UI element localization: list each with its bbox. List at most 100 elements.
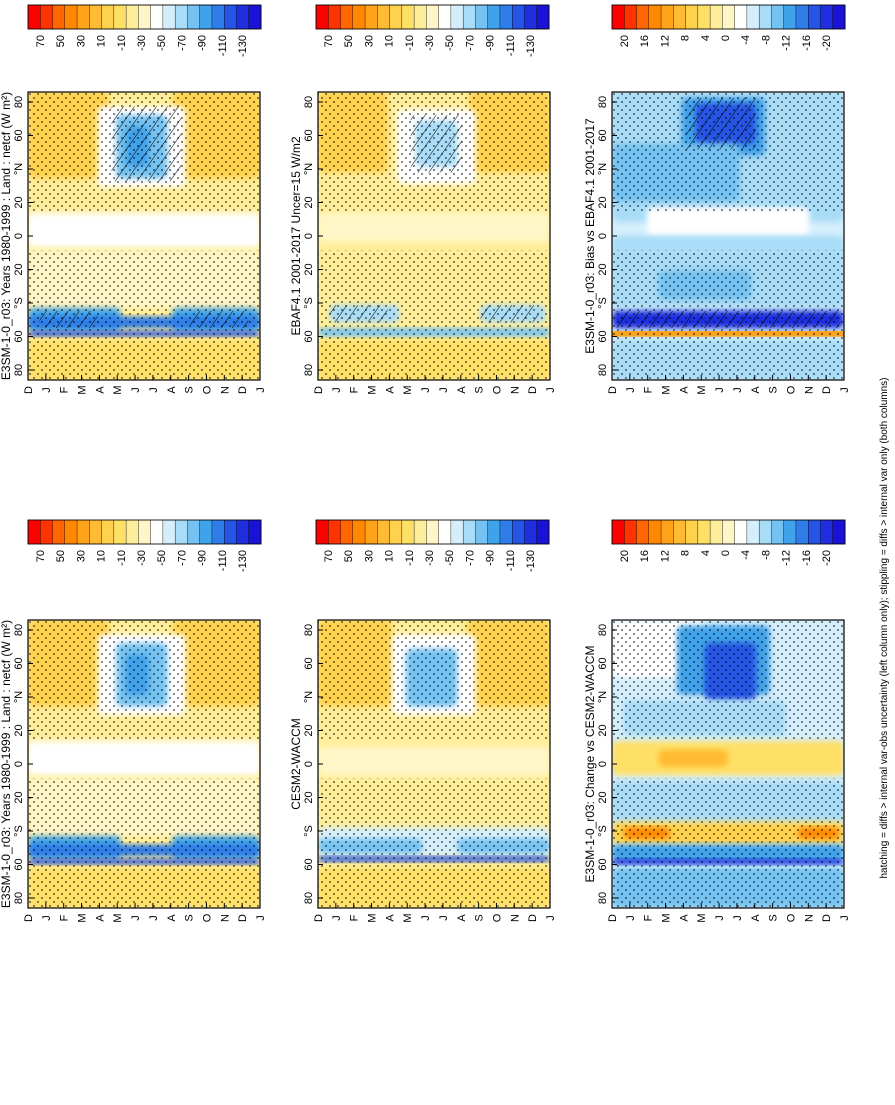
colorbar-swatch xyxy=(636,4,650,30)
colorbar-swatch xyxy=(648,519,662,545)
colorbar: 20 16 12 8 4 0 -4 -8 -12 -16 -20 xyxy=(611,519,846,566)
month-label: A xyxy=(456,914,468,922)
colorbar-swatch xyxy=(611,519,625,545)
colorbar-swatch xyxy=(487,519,501,545)
lat-label: 80 xyxy=(13,892,25,904)
month-label: D xyxy=(607,386,619,394)
month-label: M xyxy=(696,385,708,394)
month-label: D xyxy=(313,914,325,922)
month-label: J xyxy=(255,387,267,393)
colorbar-swatch xyxy=(224,4,237,30)
colorbar-swatch xyxy=(352,519,366,545)
month-label: M xyxy=(402,913,414,922)
colorbar-swatch xyxy=(746,4,760,30)
lat-label: 60 xyxy=(597,330,609,342)
colorbar-swatch xyxy=(27,4,41,30)
month-label: D xyxy=(527,914,539,922)
colorbar-label: -16 xyxy=(801,550,813,566)
month-label: D xyxy=(23,914,35,922)
colorbar-label: 4 xyxy=(700,550,712,556)
month-label: M xyxy=(112,913,124,922)
colorbar-swatch xyxy=(40,519,54,545)
lat-label: 20 xyxy=(303,263,315,275)
colorbar-swatch xyxy=(709,4,723,30)
month-label: F xyxy=(643,386,655,393)
colorbar-swatch xyxy=(340,519,354,545)
colorbar-swatch xyxy=(27,519,41,545)
colorbar-swatch xyxy=(450,519,464,545)
month-label: J xyxy=(438,387,450,393)
month-label: J xyxy=(839,387,851,393)
month-label: D xyxy=(237,386,249,394)
month-label: S xyxy=(474,386,486,393)
lat-label: 0 xyxy=(13,761,25,767)
colorbar-swatch xyxy=(389,519,403,545)
lat-label: 80 xyxy=(597,364,609,376)
colorbar-label: 20 xyxy=(619,35,631,47)
month-label: M xyxy=(367,385,379,394)
colorbar-swatch xyxy=(138,4,152,30)
lat-label: 80 xyxy=(13,364,25,376)
colorbar-label: 70 xyxy=(35,550,47,562)
colorbar-swatch xyxy=(524,4,538,30)
lat-label: 80 xyxy=(303,624,315,636)
colorbar-label: 10 xyxy=(96,550,108,562)
colorbar-swatch xyxy=(685,519,699,545)
colorbar-swatch xyxy=(648,4,662,30)
panel-title: EBAF4.1 2001-2017 Uncer=15 W/m2 xyxy=(289,136,303,335)
heatmap-field xyxy=(612,92,844,380)
lat-label: 20 xyxy=(597,791,609,803)
colorbar-label: 50 xyxy=(343,35,355,47)
colorbar-swatch xyxy=(150,519,164,545)
colorbar-label: -90 xyxy=(197,550,209,566)
month-label: F xyxy=(59,914,71,921)
colorbar-label: 4 xyxy=(700,35,712,41)
colorbar-label: -110 xyxy=(217,35,229,56)
lat-label: 60 xyxy=(597,129,609,141)
colorbar-swatch xyxy=(89,4,103,30)
colorbar-swatch xyxy=(352,4,366,30)
heatmap-field xyxy=(318,620,550,908)
colorbar-swatch xyxy=(524,519,538,545)
month-label: N xyxy=(219,386,231,394)
month-label: M xyxy=(367,913,379,922)
colorbar-swatch xyxy=(101,4,115,30)
month-label: S xyxy=(768,386,780,393)
colorbar-swatch xyxy=(426,519,440,545)
heatmap-field xyxy=(318,92,550,380)
colorbar-swatch xyxy=(709,519,723,545)
colorbar-swatch xyxy=(487,4,501,30)
colorbar-swatch xyxy=(512,4,525,30)
colorbar-label: -70 xyxy=(464,550,476,566)
lat-label: 20 xyxy=(303,196,315,208)
lat-label: °S xyxy=(597,297,609,309)
month-label: A xyxy=(166,386,178,394)
lat-label: 60 xyxy=(303,858,315,870)
colorbar-swatch xyxy=(125,4,139,30)
colorbar-swatch xyxy=(199,4,213,30)
month-label: S xyxy=(184,386,196,393)
colorbar-swatch xyxy=(462,4,476,30)
colorbar-label: -130 xyxy=(237,35,249,57)
month-label: O xyxy=(491,913,503,922)
month-label: N xyxy=(509,914,521,922)
colorbar-swatch xyxy=(236,4,250,30)
colorbar-swatch xyxy=(536,4,550,30)
colorbar-swatch xyxy=(113,519,127,545)
lat-label: °N xyxy=(13,163,25,175)
colorbar-swatch xyxy=(162,519,176,545)
month-label: M xyxy=(661,385,673,394)
colorbar-label: -16 xyxy=(801,35,813,51)
colorbar-swatch xyxy=(125,519,139,545)
colorbar-swatch xyxy=(746,519,760,545)
lat-label: 20 xyxy=(13,263,25,275)
month-label: A xyxy=(94,386,106,394)
heatmap-cell xyxy=(318,212,550,242)
colorbar-label: 16 xyxy=(639,550,651,562)
colorbar-label: -110 xyxy=(505,35,517,56)
lat-label: 80 xyxy=(303,364,315,376)
colorbar-label: -4 xyxy=(740,550,752,560)
